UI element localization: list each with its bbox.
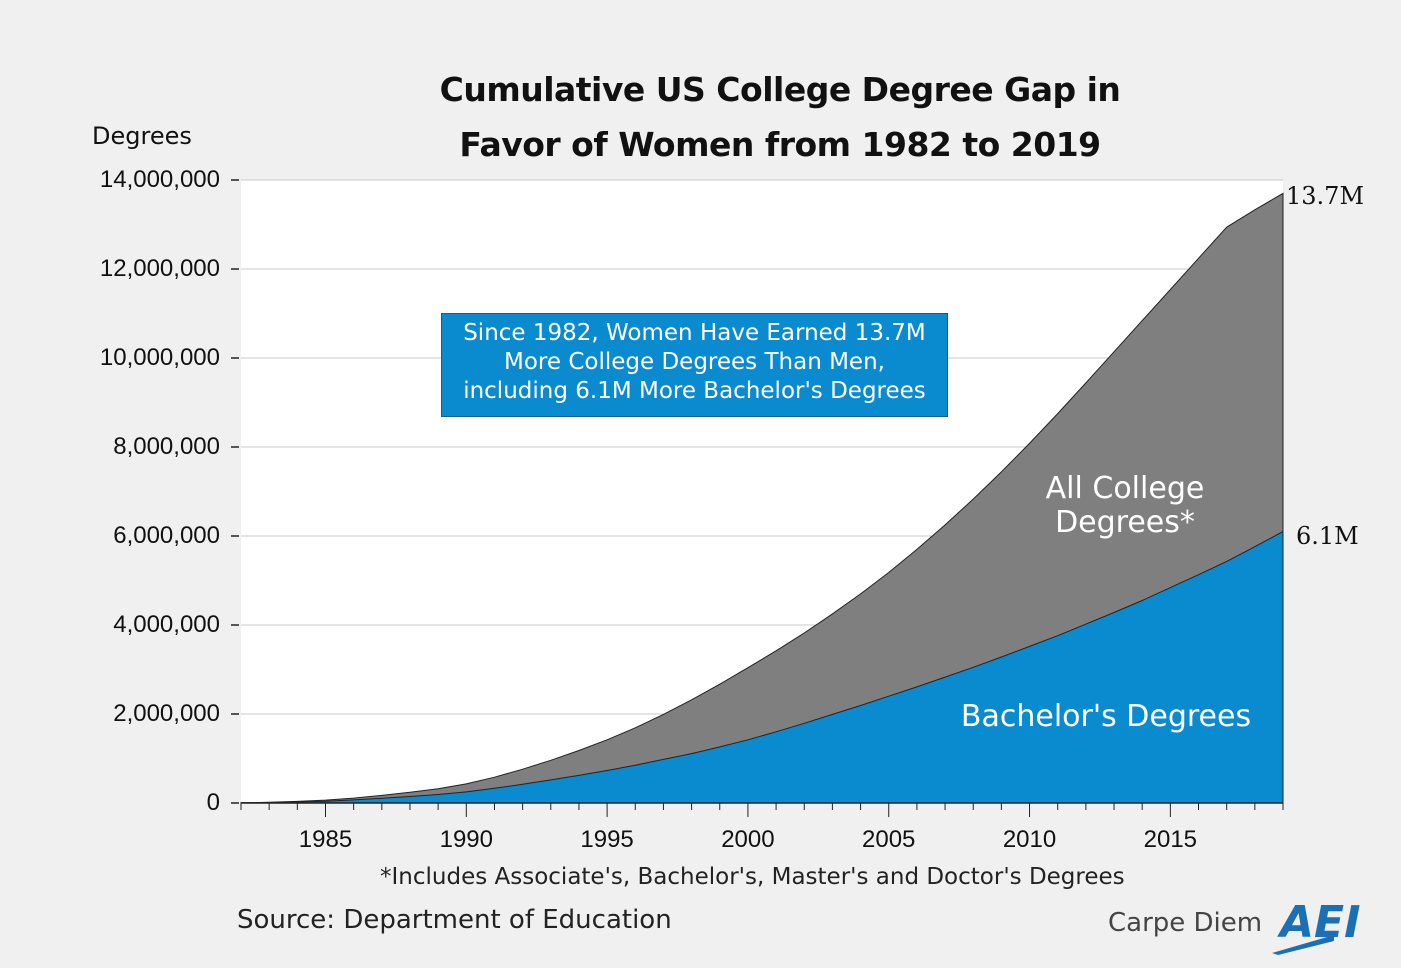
brand-name: Carpe Diem: [1108, 908, 1263, 938]
y-tick-marks: [231, 179, 239, 804]
x-tick-marks: [240, 803, 1284, 817]
x-tick-label: 1990: [439, 826, 493, 853]
y-tick-label: 8,000,000: [113, 433, 220, 460]
x-tick-label: 2005: [862, 826, 916, 853]
footnote: *Includes Associate's, Bachelor's, Maste…: [380, 864, 1125, 890]
all-degrees-label: All College Degrees*: [1020, 472, 1230, 540]
all-degrees-label-line1: All College: [1045, 471, 1205, 506]
x-tick-label: 1985: [298, 826, 353, 853]
y-axis-label: Degrees: [92, 122, 192, 150]
source-note: Source: Department of Education: [237, 905, 672, 935]
y-tick-label: 12,000,000: [99, 255, 220, 282]
x-tick-label: 1995: [580, 826, 634, 853]
y-tick-label: 10,000,000: [99, 344, 220, 371]
x-tick-label: 2000: [721, 826, 775, 853]
aei-logo: AEI: [1272, 897, 1360, 955]
callout-line1: Since 1982, Women Have Earned 13.7M: [463, 320, 926, 346]
end-label-all: 13.7M: [1286, 182, 1365, 210]
y-tick-label: 6,000,000: [113, 522, 220, 549]
area-bachelors-degrees: [240, 530, 1284, 804]
callout-line2: More College Degrees Than Men,: [504, 349, 885, 375]
y-tick-label: 14,000,000: [99, 166, 220, 193]
callout-line3: including 6.1M More Bachelor's Degrees: [463, 378, 926, 404]
end-label-bachelor: 6.1M: [1296, 522, 1359, 550]
bachelors-label: Bachelor's Degrees: [960, 699, 1252, 734]
x-tick-label: 2015: [1143, 826, 1198, 853]
callout-box: Since 1982, Women Have Earned 13.7M More…: [441, 313, 948, 417]
aei-logo-text: AEI: [1277, 897, 1360, 948]
y-tick-label: 2,000,000: [113, 700, 220, 727]
x-tick-label: 2010: [1002, 826, 1057, 853]
all-degrees-label-line2: Degrees*: [1055, 505, 1195, 540]
y-tick-label: 0: [206, 789, 220, 816]
chart-title-line1: Cumulative US College Degree Gap in: [439, 70, 1121, 109]
chart-title-line2: Favor of Women from 1982 to 2019: [459, 125, 1101, 164]
gridlines: [241, 179, 1283, 715]
y-tick-label: 4,000,000: [113, 611, 220, 638]
